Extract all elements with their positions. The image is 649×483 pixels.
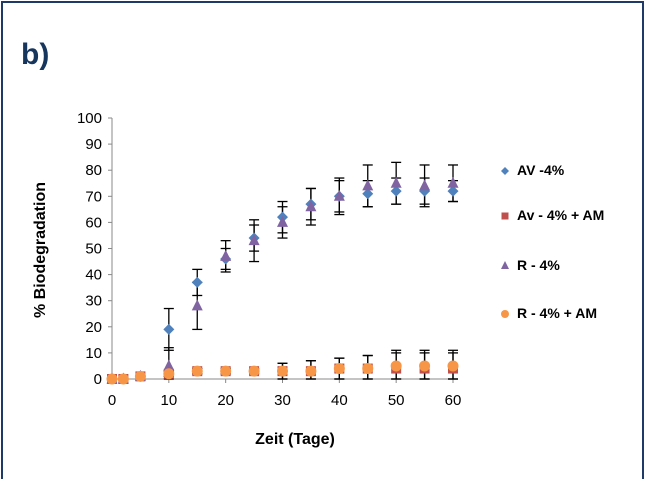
data-point-series-3	[220, 249, 232, 261]
legend-item: R - 4%	[501, 257, 560, 273]
data-point-series-3	[305, 200, 317, 212]
legend: AV -4% Av - 4% + AM R - 4% R - 4% + AM	[501, 162, 604, 321]
data-point-series-3	[333, 189, 345, 201]
y-tick-label: 0	[94, 371, 102, 388]
legend-marker	[501, 212, 509, 220]
data-point-series-4	[305, 365, 317, 377]
x-tick-label: 40	[331, 392, 348, 409]
data-point-series-4	[277, 365, 288, 377]
y-tick-label: 40	[85, 267, 102, 284]
x-tick-label: 20	[217, 392, 234, 409]
data-point-series-3	[362, 179, 374, 191]
data-point-series-4	[117, 373, 129, 385]
data-point-series-4	[447, 360, 459, 372]
x-axis-title: Zeit (Tage)	[255, 431, 335, 448]
data-point-series-3	[163, 359, 175, 371]
y-tick-label: 90	[85, 136, 102, 153]
data-point-series-3	[277, 215, 288, 227]
y-tick-label: 70	[85, 188, 102, 205]
y-tick-label: 20	[85, 319, 102, 336]
data-point-series-4	[134, 370, 146, 382]
x-tick-label: 50	[388, 392, 405, 409]
data-point-series-4	[220, 365, 232, 377]
axes	[108, 117, 457, 383]
data-point-series-1	[390, 185, 402, 197]
tick-labels: 0 10 20 30 40 50 60 70 80 90 100 0 10 20 30 40 50 60	[77, 110, 461, 409]
legend-marker	[501, 310, 509, 318]
data-point-series-4	[248, 365, 260, 377]
data-point-series-4	[333, 363, 345, 375]
data-point-series-4	[390, 360, 402, 372]
legend-item: Av - 4% + AM	[501, 207, 604, 223]
data-point-series-1	[447, 185, 459, 197]
data-point-series-3	[419, 179, 431, 191]
data-point-series-3	[248, 234, 260, 246]
data-point-series-4	[191, 365, 203, 377]
y-tick-label: 60	[85, 214, 102, 231]
data-point-series-4	[163, 368, 175, 380]
x-tick-label: 30	[274, 392, 291, 409]
data-point-series-4	[106, 373, 118, 385]
y-axis-title: % Biodegradation	[32, 182, 49, 318]
y-tick-label: 80	[85, 162, 102, 179]
error-bars	[163, 161, 458, 380]
legend-label: Av - 4% + AM	[517, 207, 604, 223]
legend-label: R - 4%	[517, 257, 560, 273]
data-point-series-3	[191, 299, 203, 311]
data-point-series-3	[447, 176, 459, 188]
panel-label: b)	[21, 38, 50, 71]
y-tick-label: 50	[85, 241, 102, 258]
data-point-series-1	[191, 276, 203, 288]
legend-marker	[501, 261, 509, 269]
legend-item: R - 4% + AM	[501, 305, 597, 321]
legend-marker	[501, 167, 509, 175]
y-tick-label: 10	[85, 345, 102, 362]
data-point-series-1	[163, 323, 175, 335]
data-point-series-1	[362, 188, 374, 200]
x-tick-label: 10	[160, 392, 177, 409]
legend-label: AV -4%	[517, 162, 565, 178]
legend-item: AV -4%	[501, 162, 565, 178]
data-points	[106, 176, 459, 385]
data-point-series-4	[419, 360, 431, 372]
x-tick-label: 60	[445, 392, 462, 409]
y-tick-label: 30	[85, 293, 102, 310]
data-point-series-3	[390, 176, 402, 188]
legend-label: R - 4% + AM	[517, 305, 597, 321]
x-tick-label: 0	[108, 392, 116, 409]
data-point-series-4	[362, 363, 374, 375]
y-tick-label: 100	[77, 110, 102, 127]
